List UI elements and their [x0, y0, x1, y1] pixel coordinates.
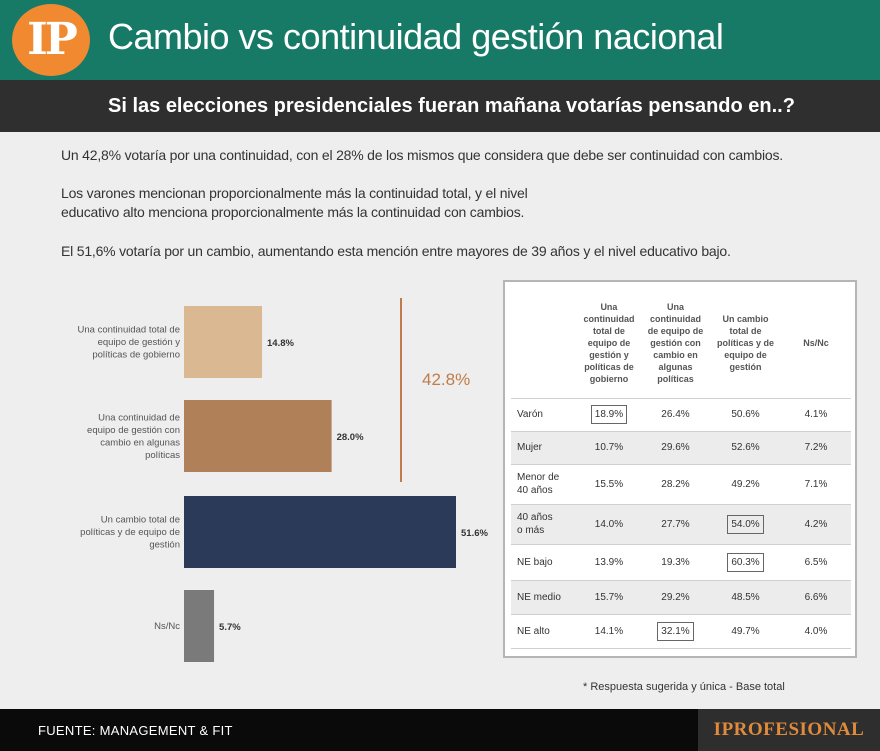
table-cell: 18.9%: [577, 397, 641, 432]
category-label-1-2: cambio en algunas: [100, 437, 180, 448]
paragraph-2b: educativo alto menciona proporcionalment…: [61, 204, 525, 220]
header-bar: IP Cambio vs continuidad gestión naciona…: [0, 0, 880, 80]
row-label: 40 años o más: [511, 503, 577, 545]
table-body: Varón 18.9% 26.4% 50.6% 4.1% Mujer 10.7% 29.6% 5…: [511, 397, 851, 649]
table-cell: 15.5%: [577, 463, 641, 505]
table-cell: 4.2%: [781, 503, 851, 545]
table-col-header-0: [511, 288, 577, 398]
table-col-header-3: Un cambio total de políticas y de equipo de…: [717, 313, 775, 372]
category-label-0-2: políticas de gobierno: [92, 350, 180, 361]
bar-0: [184, 306, 263, 378]
row-label: Menor de 40 años: [511, 463, 577, 505]
row-label: NE bajo: [511, 543, 577, 581]
category-label-1-1: equipo de gestión con: [87, 425, 180, 436]
category-label-1-3: políticas: [145, 450, 180, 461]
table-row: Menor de 40 años 15.5% 28.2% 49.2% 7.1%: [511, 463, 851, 505]
table-row: Mujer 10.7% 29.6% 52.6% 7.2%: [511, 430, 851, 465]
source-text: FUENTE: MANAGEMENT & FIT: [38, 723, 233, 738]
table-cell: 29.2%: [640, 579, 711, 615]
brand-logo: IPROFESIONAL: [698, 709, 880, 751]
table-cell: 49.7%: [710, 613, 781, 649]
table-col-header-2: Una continuidad de equipo de gestión con cam…: [647, 301, 704, 384]
category-label-0-1: equipo de gestión y: [98, 337, 181, 348]
table-cell: 27.7%: [640, 503, 711, 545]
category-label-2-1: políticas y de equipo de: [80, 527, 180, 538]
page-subtitle: Si las elecciones presidenciales fueran …: [108, 95, 795, 117]
category-label-3-0: Ns/Nc: [154, 621, 180, 632]
table-cell: 14.0%: [577, 503, 641, 545]
table-cell: 28.2%: [640, 463, 711, 505]
table-col-header-1: Una continuidad total de equipo de gestión y…: [583, 301, 635, 384]
bar-3: [184, 590, 215, 662]
footer-bar: FUENTE: MANAGEMENT & FIT IPROFESIONAL: [0, 709, 880, 751]
table-cell: 32.1%: [640, 613, 711, 649]
paragraph-3: El 51,6% votaría por un cambio, aumentan…: [61, 243, 731, 259]
table-col-header-4: Ns/Nc: [803, 337, 829, 348]
row-label: Mujer: [511, 430, 577, 465]
table-cell: 48.5%: [710, 579, 781, 615]
table-cell: 60.3%: [710, 543, 781, 581]
ip-logo: IP: [12, 4, 90, 76]
footnote: * Respuesta sugerida y única - Base tota…: [583, 681, 785, 693]
table-cell: 14.1%: [577, 613, 641, 649]
table-cell: 6.6%: [781, 579, 851, 615]
table-cell: 15.7%: [577, 579, 641, 615]
bar-value-label-3: 5.7%: [219, 622, 241, 633]
table-cell: 6.5%: [781, 543, 851, 581]
table-cell: 29.6%: [640, 430, 711, 465]
table-cell: 10.7%: [577, 430, 641, 465]
crosstab-table: Una continuidad total de equipo de gestión y…: [511, 288, 851, 649]
category-label-1-0: Una continuidad de: [98, 412, 180, 423]
highlighted-value: 60.3%: [727, 552, 764, 572]
row-label: NE alto: [511, 613, 577, 649]
table-cell: 49.2%: [710, 463, 781, 505]
table-row: NE bajo 13.9% 19.3% 60.3% 6.5%: [511, 543, 851, 581]
table-row: 40 años o más 14.0% 27.7% 54.0% 4.2%: [511, 503, 851, 545]
highlighted-value: 18.9%: [590, 405, 628, 424]
table-cell: 7.1%: [781, 463, 851, 505]
table-cell: 7.2%: [781, 430, 851, 465]
bar-2: [184, 496, 456, 568]
table-row: Varón 18.9% 26.4% 50.6% 4.1%: [511, 397, 851, 432]
table-cell: 4.0%: [781, 613, 851, 649]
table-header-row: Una continuidad total de equipo de gestión y…: [511, 288, 851, 398]
table-cell: 19.3%: [640, 543, 711, 581]
bar-1: [184, 400, 332, 472]
table-cell: 4.1%: [781, 397, 851, 432]
bar-value-label-0: 14.8%: [267, 338, 294, 349]
highlighted-value: 32.1%: [657, 621, 694, 641]
paragraph-2a: Los varones mencionan proporcionalmente …: [61, 185, 528, 201]
table-cell: 54.0%: [710, 503, 781, 545]
table-cell: 26.4%: [640, 397, 711, 432]
table-cell: 13.9%: [577, 543, 641, 581]
paragraph-1: Un 42,8% votaría por una continuidad, co…: [61, 147, 783, 163]
table-cell: 50.6%: [710, 397, 781, 432]
row-label: NE medio: [511, 579, 577, 615]
page-title: Cambio vs continuidad gestión nacional: [108, 16, 724, 57]
highlighted-value: 54.0%: [727, 514, 764, 534]
table-row: NE medio 15.7% 29.2% 48.5% 6.6%: [511, 579, 851, 615]
crosstab-table-frame: Una continuidad total de equipo de gestión y…: [503, 280, 857, 658]
category-label-2-0: Un cambio total de: [101, 515, 180, 526]
category-label-2-2: gestión: [149, 540, 180, 551]
bracket-value-label: 42.8%: [422, 370, 471, 389]
table-cell: 52.6%: [710, 430, 781, 465]
table-row: NE alto 14.1% 32.1% 49.7% 4.0%: [511, 613, 851, 649]
category-label-0-0: Una continuidad total de: [78, 325, 180, 336]
bar-value-label-2: 51.6%: [461, 528, 488, 539]
bar-value-label-1: 28.0%: [337, 432, 364, 443]
subheader-bar: Si las elecciones presidenciales fueran …: [0, 80, 880, 132]
row-label: Varón: [511, 397, 577, 432]
